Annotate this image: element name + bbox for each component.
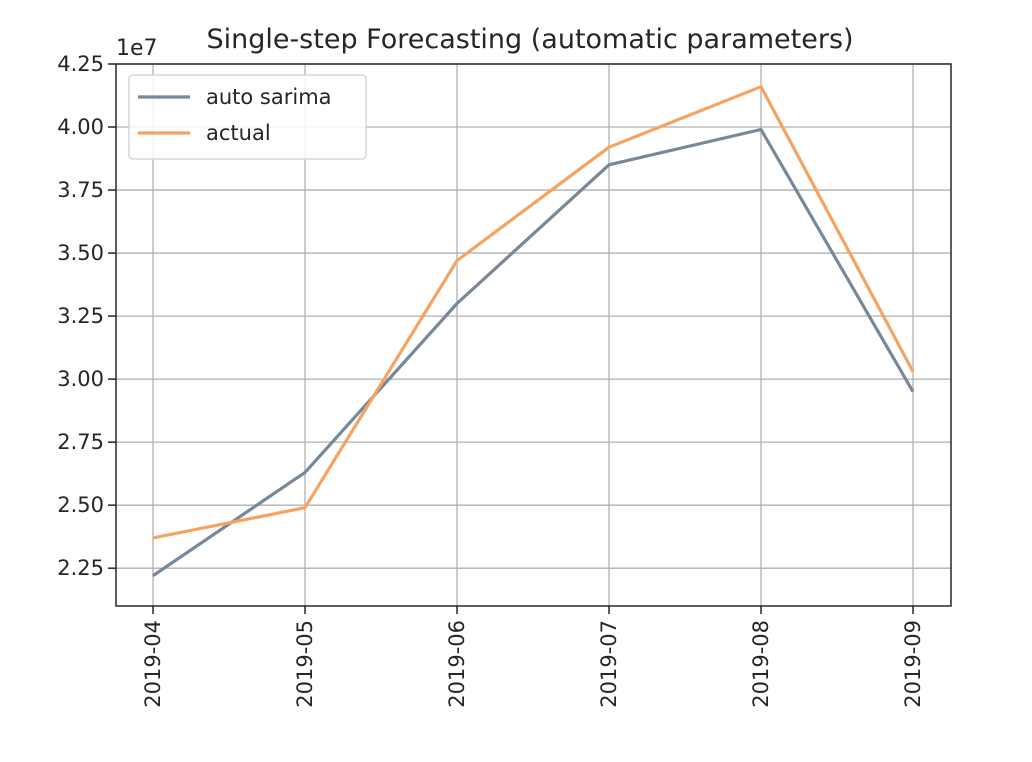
y-tick-label: 3.50 xyxy=(57,241,104,265)
y-tick-label: 3.25 xyxy=(57,304,104,328)
series-line-auto-sarima xyxy=(152,127,915,578)
x-tick-label: 2019-08 xyxy=(749,620,773,708)
y-tick-label: 4.25 xyxy=(57,52,104,76)
y-axis: 2.25 2.50 2.75 3.00 3.25 3.50 3.75 4.00 4.25 xyxy=(57,52,116,580)
x-tick-label: 2019-07 xyxy=(597,620,621,708)
y-axis-offset-label: 1e7 xyxy=(116,36,158,61)
y-tick-label: 2.75 xyxy=(57,430,104,454)
legend-label: actual xyxy=(206,121,271,145)
chart-title: Single-step Forecasting (automatic param… xyxy=(206,24,853,55)
plot-area-frame xyxy=(115,63,952,607)
y-tick-label: 3.00 xyxy=(57,367,104,391)
legend-label: auto sarima xyxy=(206,85,332,109)
series-layer xyxy=(152,85,915,578)
y-tick-label: 2.50 xyxy=(57,493,104,517)
x-axis: 2019-04 2019-05 2019-06 2019-07 2019-08 2019-… xyxy=(141,606,925,708)
x-tick-label: 2019-06 xyxy=(445,620,469,708)
x-tick-label: 2019-09 xyxy=(901,620,925,708)
legend: auto sarima actual xyxy=(128,74,367,160)
series-line-actual xyxy=(152,85,915,540)
x-tick-label: 2019-05 xyxy=(293,620,317,708)
y-tick-label: 4.00 xyxy=(57,115,104,139)
y-tick-label: 3.75 xyxy=(57,178,104,202)
x-tick-label: 2019-04 xyxy=(141,620,165,708)
y-tick-label: 2.25 xyxy=(57,556,104,580)
